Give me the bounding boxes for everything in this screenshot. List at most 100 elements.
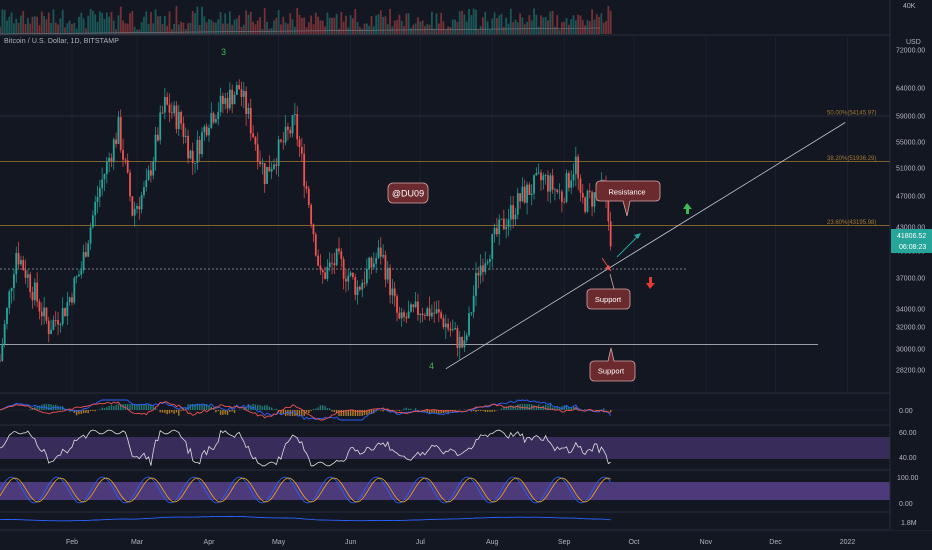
candle-body <box>198 139 201 154</box>
candle-body <box>486 261 489 264</box>
candle-body <box>523 186 526 203</box>
volume-bar <box>68 20 71 34</box>
candle-body <box>101 179 104 189</box>
macd-zero-label: 0.00 <box>899 408 913 415</box>
candle-body <box>479 265 482 276</box>
volume-bar <box>340 11 343 35</box>
volume-bar <box>472 8 475 34</box>
support-callout-1[interactable]: Support <box>586 273 631 310</box>
trendline-line[interactable] <box>445 122 846 370</box>
candle-body <box>609 221 612 247</box>
candle-body <box>331 262 333 264</box>
candle-body <box>314 234 317 256</box>
volume-bar <box>147 23 150 34</box>
candle-body <box>335 248 338 266</box>
support-callout-2-box <box>589 347 636 382</box>
volume-bar <box>333 17 336 34</box>
rsi-pane <box>0 429 890 467</box>
volume-bar <box>242 24 245 34</box>
macd-histogram-bar <box>324 405 326 410</box>
candle-body <box>577 156 580 179</box>
candle-body <box>581 192 584 198</box>
candle-body <box>588 190 591 193</box>
macd-histogram-bar <box>535 406 538 410</box>
macd-histogram-bar <box>115 404 117 410</box>
candle-body <box>354 277 357 295</box>
macd-histogram-bar <box>205 404 208 410</box>
candle-body <box>375 258 378 264</box>
volume-bar <box>428 24 431 34</box>
volume-bar <box>556 15 559 34</box>
macd-histogram-bar <box>89 410 92 411</box>
candle-body <box>247 108 250 114</box>
macd-histogram-bar <box>519 404 521 410</box>
macd-histogram-bar <box>503 406 505 410</box>
candle-body <box>105 161 108 175</box>
candle-body <box>393 288 396 297</box>
macd-histogram-bar <box>440 410 442 414</box>
resistance-callout-box <box>595 180 661 217</box>
time-tick-label: Aug <box>486 539 499 546</box>
volume-bar <box>426 24 429 34</box>
volume-bar <box>523 24 526 34</box>
price-tick-label: 59000.00 <box>896 114 925 121</box>
candle-body <box>426 308 429 316</box>
macd-histogram-bar <box>129 404 131 410</box>
author-bubble[interactable]: @DU09 <box>387 182 429 204</box>
volume-bar <box>40 11 43 34</box>
macd-histogram-bar <box>428 410 431 414</box>
macd-histogram-bar <box>544 404 547 410</box>
candle-body <box>505 227 508 230</box>
volume-bar <box>598 16 600 34</box>
candle-body <box>152 161 155 176</box>
support-callout-1-box <box>586 273 631 310</box>
volume-bar <box>45 19 48 34</box>
macd-histogram-bar <box>75 410 78 416</box>
macd-histogram-bar <box>189 404 192 410</box>
volume-bar <box>170 29 173 34</box>
trendline[interactable] <box>445 122 846 370</box>
time-tick-label: Oct <box>628 539 639 546</box>
volume-bar <box>579 15 582 34</box>
candle-body <box>398 312 401 319</box>
candle-body <box>217 111 220 120</box>
candle-body <box>268 166 271 172</box>
macd-histogram-bar <box>80 410 82 414</box>
projection-down-head <box>605 265 611 271</box>
candle-body <box>166 97 169 105</box>
candle-body <box>382 255 385 257</box>
candle-body <box>231 89 234 105</box>
macd-histogram-bar <box>507 405 510 410</box>
candle-body <box>456 328 459 348</box>
volume-histogram <box>0 6 612 35</box>
support-callout-2[interactable]: Support <box>589 347 636 382</box>
volume-bar <box>212 22 215 34</box>
candle-body <box>43 307 46 317</box>
candle-body <box>147 170 150 180</box>
candle-body <box>300 147 303 154</box>
volume-bar <box>263 8 266 34</box>
volume-bar <box>254 24 257 34</box>
candle-body <box>68 297 71 303</box>
volume-bar <box>245 10 248 34</box>
candle-body <box>465 335 468 341</box>
candle-body <box>13 274 15 289</box>
candle-body <box>468 313 470 336</box>
current-price-tag: 41806.52 06:08:23 <box>891 229 932 253</box>
macd-histogram-bar <box>363 410 366 416</box>
candle-body <box>20 260 22 265</box>
volume-bar <box>338 28 340 34</box>
macd-histogram-bar <box>187 404 189 410</box>
macd-histogram-bar <box>435 410 438 414</box>
volume-bar <box>222 23 224 34</box>
resistance-callout[interactable]: Resistance <box>595 180 661 217</box>
candle-body <box>419 313 422 315</box>
macd-histogram-bar <box>512 405 514 410</box>
volume-bar <box>80 12 83 34</box>
volume-bar <box>249 11 252 35</box>
time-axis[interactable]: Feb Mar Apr May Jun Jul Aug Sep Oct Nov Dec 2022 <box>66 539 855 546</box>
candle-body <box>59 324 62 325</box>
volume-bar <box>117 15 120 35</box>
volume-bar <box>533 8 535 34</box>
